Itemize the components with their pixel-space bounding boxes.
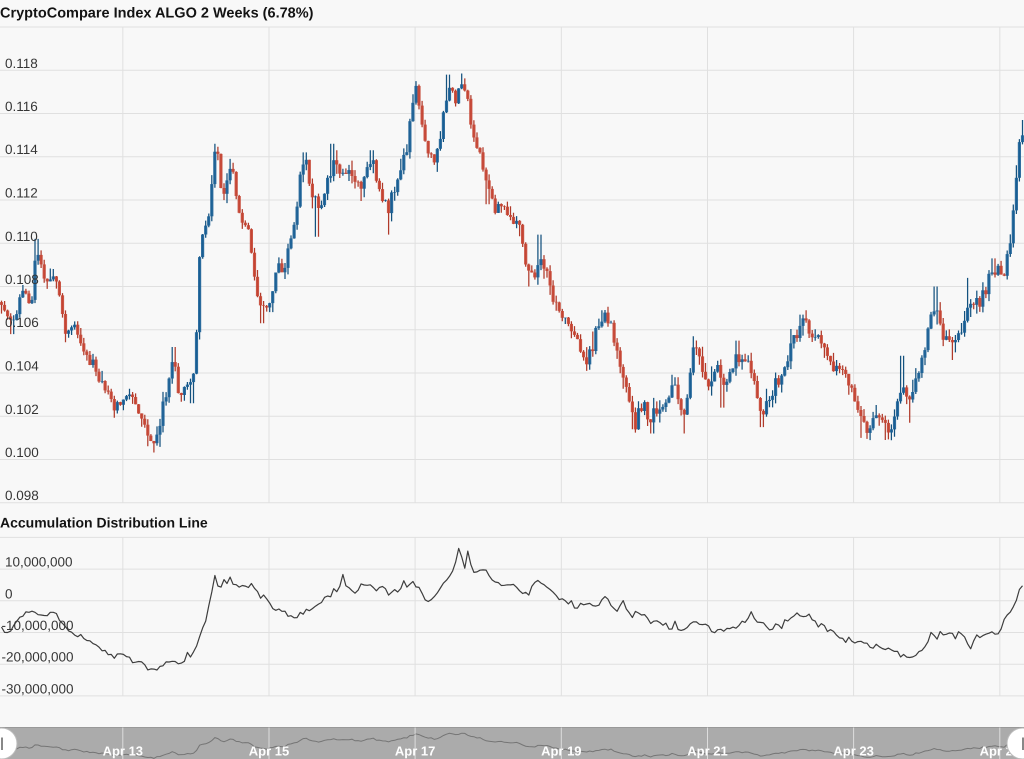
- svg-text:0.116: 0.116: [5, 99, 38, 114]
- svg-text:0.118: 0.118: [5, 56, 38, 71]
- svg-text:0.112: 0.112: [5, 186, 38, 201]
- svg-text:0.110: 0.110: [5, 229, 38, 244]
- svg-text:0: 0: [5, 586, 13, 601]
- svg-text:0.114: 0.114: [5, 142, 38, 157]
- svg-text:0.104: 0.104: [5, 359, 39, 374]
- svg-text:0.108: 0.108: [5, 272, 39, 287]
- svg-text:Accumulation Distribution Line: Accumulation Distribution Line: [0, 515, 208, 531]
- svg-text:CryptoCompare Index ALGO 2 Wee: CryptoCompare Index ALGO 2 Weeks (6.78%): [0, 6, 314, 22]
- svg-text:-30,000,000: -30,000,000: [2, 681, 74, 696]
- svg-text:-10,000,000: -10,000,000: [2, 618, 74, 633]
- svg-text:0.098: 0.098: [5, 488, 39, 503]
- svg-text:0.102: 0.102: [5, 402, 39, 417]
- svg-text:0.100: 0.100: [5, 445, 39, 460]
- svg-text:0.106: 0.106: [5, 315, 39, 330]
- svg-text:Apr 15: Apr 15: [249, 744, 289, 759]
- svg-text:Apr 17: Apr 17: [395, 744, 435, 759]
- svg-text:Apr 21: Apr 21: [687, 744, 727, 759]
- svg-text:Apr 13: Apr 13: [103, 744, 143, 759]
- svg-text:10,000,000: 10,000,000: [5, 555, 73, 570]
- svg-text:Apr 23: Apr 23: [833, 744, 873, 759]
- svg-text:-20,000,000: -20,000,000: [2, 650, 74, 665]
- svg-text:Apr 19: Apr 19: [541, 744, 581, 759]
